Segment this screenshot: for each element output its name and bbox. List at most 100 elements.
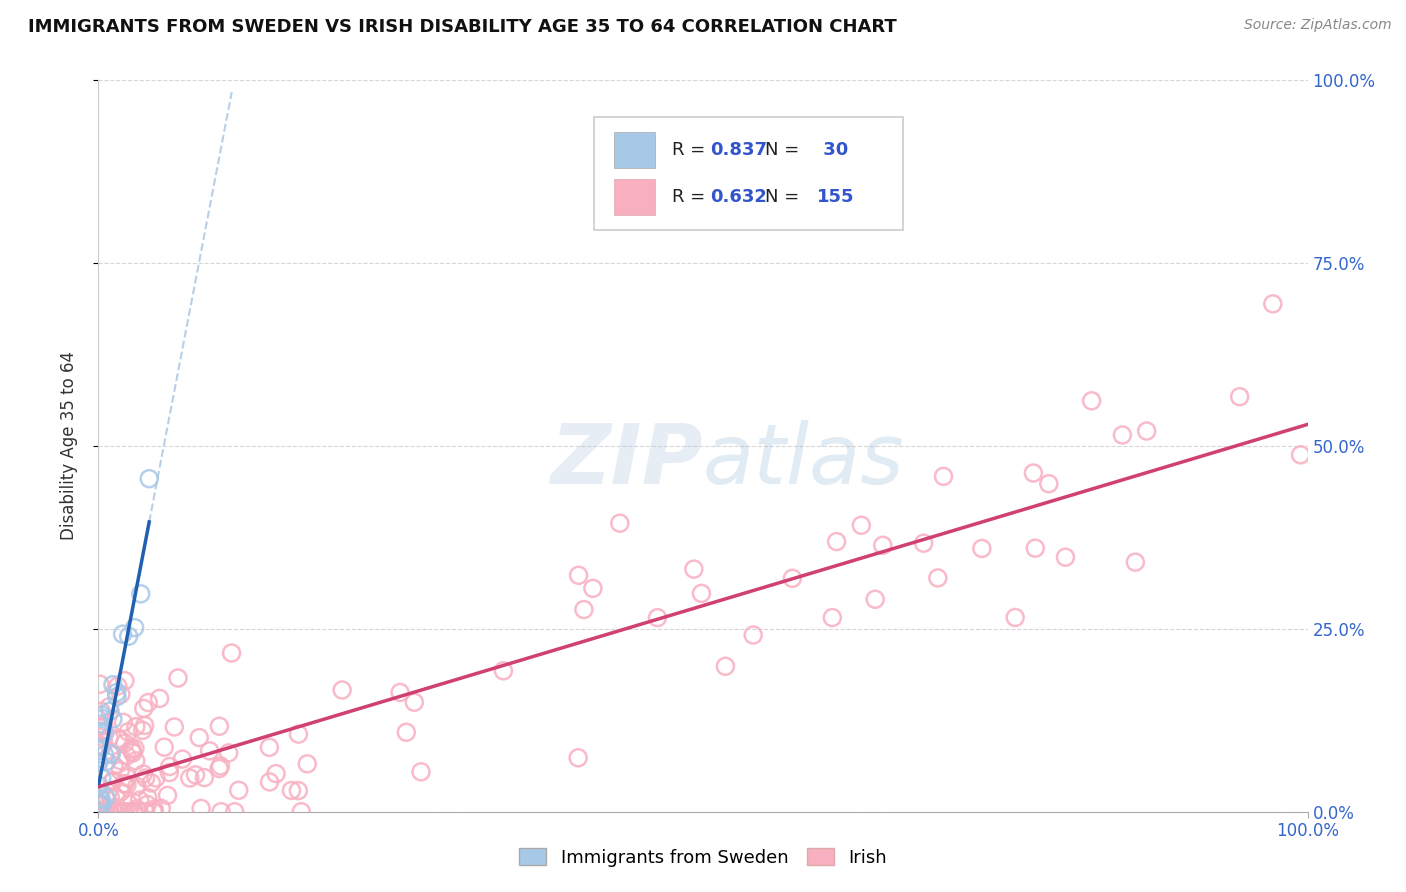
- Point: [872, 538, 894, 552]
- Point: [111, 627, 134, 641]
- Point: [863, 592, 886, 607]
- Point: [1054, 550, 1077, 565]
- Point: [131, 723, 153, 738]
- Point: [90, 805, 112, 819]
- Point: [395, 725, 418, 739]
- Point: [714, 659, 737, 673]
- Point: [128, 793, 150, 807]
- Legend: Immigrants from Sweden, Irish: Immigrants from Sweden, Irish: [512, 841, 894, 874]
- Point: [389, 685, 412, 699]
- Point: [572, 602, 595, 616]
- Text: Source: ZipAtlas.com: Source: ZipAtlas.com: [1244, 18, 1392, 32]
- Point: [287, 727, 309, 741]
- Point: [114, 736, 136, 750]
- Point: [96, 793, 118, 807]
- Point: [98, 805, 121, 819]
- Point: [91, 712, 114, 726]
- Point: [163, 720, 186, 734]
- Point: [98, 704, 121, 718]
- Point: [90, 771, 112, 785]
- Point: [821, 610, 844, 624]
- Point: [280, 783, 302, 797]
- Point: [87, 755, 110, 769]
- Point: [110, 785, 132, 799]
- Point: [132, 701, 155, 715]
- Point: [932, 469, 955, 483]
- Point: [1125, 555, 1147, 569]
- Point: [112, 715, 135, 730]
- Point: [115, 778, 138, 792]
- Point: [683, 562, 706, 576]
- Point: [125, 802, 148, 816]
- Point: [101, 678, 124, 692]
- Point: [87, 744, 110, 758]
- Point: [110, 732, 132, 747]
- Point: [259, 775, 281, 789]
- Point: [135, 771, 157, 785]
- Point: [118, 797, 141, 811]
- Point: [105, 790, 128, 805]
- Point: [90, 805, 112, 819]
- Point: [103, 758, 125, 772]
- Point: [1111, 428, 1133, 442]
- Text: 0.837: 0.837: [710, 141, 768, 159]
- Point: [221, 646, 243, 660]
- Point: [609, 516, 631, 531]
- Point: [115, 748, 138, 763]
- Point: [582, 582, 605, 596]
- Point: [125, 720, 148, 734]
- Point: [409, 764, 432, 779]
- Point: [108, 805, 131, 819]
- Point: [110, 764, 132, 778]
- Point: [114, 805, 136, 819]
- Point: [118, 629, 141, 643]
- Text: 155: 155: [817, 188, 855, 206]
- Point: [124, 621, 146, 635]
- Point: [209, 759, 232, 773]
- Point: [90, 797, 112, 812]
- Point: [742, 628, 765, 642]
- Point: [94, 805, 117, 819]
- Point: [125, 754, 148, 768]
- Point: [90, 797, 112, 812]
- Point: [89, 793, 111, 807]
- Point: [103, 773, 125, 788]
- Point: [101, 712, 124, 726]
- Point: [89, 796, 111, 810]
- Point: [136, 790, 159, 805]
- Point: [111, 805, 134, 819]
- Text: IMMIGRANTS FROM SWEDEN VS IRISH DISABILITY AGE 35 TO 64 CORRELATION CHART: IMMIGRANTS FROM SWEDEN VS IRISH DISABILI…: [28, 18, 897, 36]
- Point: [96, 755, 118, 769]
- Point: [97, 805, 120, 819]
- Point: [157, 765, 180, 780]
- Point: [1004, 610, 1026, 624]
- Point: [782, 571, 804, 585]
- Point: [190, 801, 212, 815]
- Point: [156, 789, 179, 803]
- Point: [1261, 297, 1284, 311]
- Point: [89, 805, 111, 819]
- Point: [172, 752, 194, 766]
- Point: [112, 777, 135, 791]
- Point: [122, 805, 145, 819]
- Point: [330, 683, 353, 698]
- Point: [143, 805, 166, 819]
- Point: [121, 744, 143, 758]
- Point: [107, 679, 129, 693]
- Point: [128, 805, 150, 819]
- Point: [114, 673, 136, 688]
- Point: [107, 731, 129, 746]
- Point: [98, 699, 121, 714]
- Point: [89, 719, 111, 733]
- Point: [104, 805, 127, 819]
- Point: [94, 805, 117, 819]
- Point: [91, 708, 114, 723]
- Point: [224, 805, 246, 819]
- Point: [117, 771, 139, 785]
- Point: [1038, 476, 1060, 491]
- Point: [90, 725, 112, 739]
- Point: [101, 774, 124, 789]
- Point: [404, 695, 426, 709]
- Point: [1136, 424, 1159, 438]
- FancyBboxPatch shape: [595, 117, 903, 230]
